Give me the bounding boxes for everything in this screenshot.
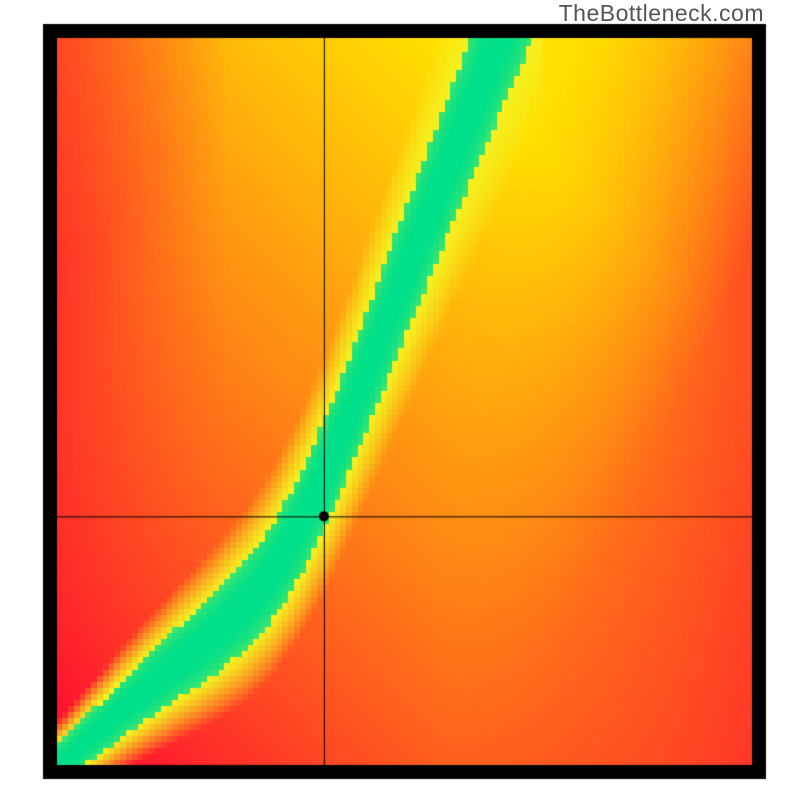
watermark-label: TheBottleneck.com [559,0,764,27]
bottleneck-heatmap [0,0,800,800]
chart-stage: TheBottleneck.com [0,0,800,800]
